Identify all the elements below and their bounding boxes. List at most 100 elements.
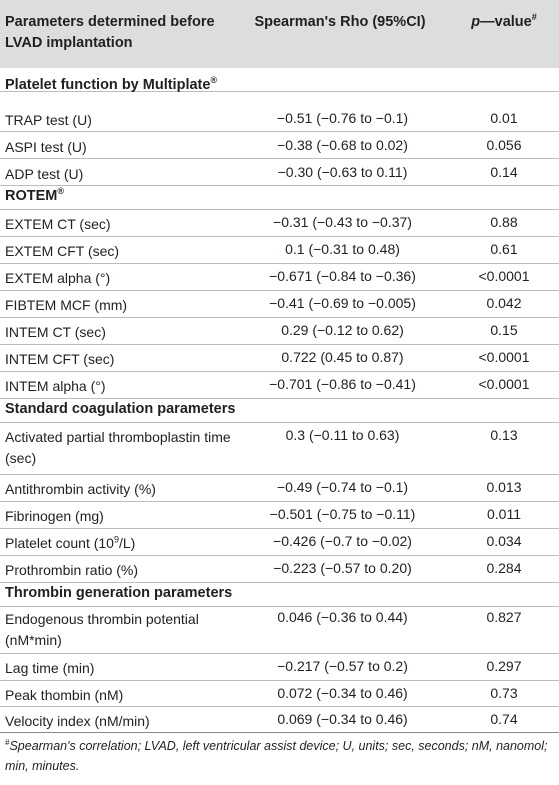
- rho-cell: −0.426 (−0.7 to −0.02): [273, 533, 412, 549]
- param-cell: ADP test (U): [5, 166, 84, 182]
- table-row: INTEM CFT (sec) 0.722 (0.45 to 0.87) <0.…: [0, 344, 559, 372]
- table-row: INTEM CT (sec) 0.29 (−0.12 to 0.62) 0.15: [0, 317, 559, 345]
- p-cell: 0.297: [486, 658, 522, 674]
- param-cell: ASPI test (U): [5, 139, 87, 155]
- p-cell: 0.01: [490, 110, 518, 126]
- section-title-text: ROTEM: [5, 188, 58, 204]
- param-text: Platelet count (10: [5, 535, 114, 551]
- param-cell: INTEM CT (sec): [5, 324, 106, 340]
- section-title: Thrombin generation parameters: [5, 585, 233, 601]
- rho-cell: −0.223 (−0.57 to 0.20): [273, 560, 412, 576]
- rho-cell: 0.1 (−0.31 to 0.48): [285, 241, 400, 257]
- param-cell: Platelet count (109/L): [5, 533, 245, 554]
- table-row: EXTEM CFT (sec) 0.1 (−0.31 to 0.48) 0.61: [0, 236, 559, 264]
- param-cell: Endogenous thrombin potential (nM*min): [5, 611, 199, 648]
- param-cell: Activated partial thromboplastin time (s…: [5, 429, 231, 466]
- section-title: Standard coagulation parameters: [5, 401, 236, 417]
- rho-cell: 0.722 (0.45 to 0.87): [281, 349, 404, 365]
- table-footnote: #Spearman's correlation; LVAD, left vent…: [5, 736, 553, 776]
- table-header: Parameters determined before LVAD implan…: [0, 0, 559, 68]
- rho-cell: −0.217 (−0.57 to 0.2): [277, 658, 408, 674]
- rho-cell: −0.49 (−0.74 to −0.1): [276, 479, 409, 495]
- section-title-text: Platelet function by Multiplate: [5, 77, 211, 93]
- table-row: EXTEM CT (sec) −0.31 (−0.43 to −0.37) 0.…: [0, 209, 559, 237]
- p-cell: 0.013: [486, 479, 522, 495]
- p-cell: <0.0001: [478, 268, 530, 284]
- param-cell: EXTEM CFT (sec): [5, 243, 120, 259]
- p-cell: 0.034: [486, 533, 522, 549]
- param-cell: FIBTEM MCF (mm): [5, 297, 128, 313]
- p-cell: 0.14: [490, 164, 518, 180]
- rho-cell: 0.29 (−0.12 to 0.62): [281, 322, 404, 338]
- table-row: Platelet count (109/L) −0.426 (−0.7 to −…: [0, 528, 559, 556]
- rho-cell: −0.671 (−0.84 to −0.36): [269, 268, 416, 284]
- section-title-sup: ®: [210, 75, 218, 86]
- p-cell: 0.88: [490, 214, 518, 230]
- section-row: Thrombin generation parameters: [0, 582, 559, 607]
- rho-cell: −0.38 (−0.68 to 0.02): [277, 137, 408, 153]
- p-cell: 0.011: [487, 506, 521, 522]
- p-cell: 0.74: [490, 711, 518, 727]
- rho-cell: 0.072 (−0.34 to 0.46): [277, 685, 408, 701]
- p-cell: <0.0001: [478, 376, 530, 392]
- p-cell: 0.284: [486, 560, 522, 576]
- rho-cell: 0.046 (−0.36 to 0.44): [277, 609, 408, 625]
- param-cell: Velocity index (nM/min): [5, 713, 150, 729]
- table-row: INTEM alpha (°) −0.701 (−0.86 to −0.41) …: [0, 371, 559, 399]
- rho-cell: 0.3 (−0.11 to 0.63): [285, 427, 400, 443]
- header-p-italic: p: [471, 14, 481, 30]
- table-row: EXTEM alpha (°) −0.671 (−0.84 to −0.36) …: [0, 263, 559, 291]
- param-cell: INTEM CFT (sec): [5, 351, 115, 367]
- header-p-value: p—value#: [452, 12, 556, 33]
- rho-cell: 0.069 (−0.34 to 0.46): [277, 711, 408, 727]
- table-row: Prothrombin ratio (%) −0.223 (−0.57 to 0…: [0, 555, 559, 583]
- p-cell: 0.15: [490, 322, 518, 338]
- table-row: Lag time (min) −0.217 (−0.57 to 0.2) 0.2…: [0, 653, 559, 681]
- table-row: Peak thombin (nM) 0.072 (−0.34 to 0.46) …: [0, 680, 559, 707]
- section-title: ROTEM®: [5, 186, 64, 204]
- rho-cell: −0.31 (−0.43 to −0.37): [273, 214, 412, 230]
- table-row: Endogenous thrombin potential (nM*min) 0…: [0, 606, 559, 654]
- footnote-text: Spearman's correlation; LVAD, left ventr…: [5, 739, 548, 773]
- rho-cell: −0.30 (−0.63 to 0.11): [277, 164, 408, 180]
- param-cell: Lag time (min): [5, 660, 95, 676]
- param-cell: EXTEM CT (sec): [5, 216, 111, 232]
- header-parameters: Parameters determined before LVAD implan…: [5, 14, 215, 51]
- param-cell: Peak thombin (nM): [5, 687, 124, 703]
- table-row: Fibrinogen (mg) −0.501 (−0.75 to −0.11) …: [0, 501, 559, 529]
- p-cell: 0.73: [490, 685, 518, 701]
- table-row: Antithrombin activity (%) −0.49 (−0.74 t…: [0, 474, 559, 502]
- section-row: Standard coagulation parameters: [0, 398, 559, 423]
- param-cell: INTEM alpha (°): [5, 378, 106, 394]
- param-sup: 9: [113, 534, 119, 545]
- section-row: ROTEM®: [0, 185, 559, 210]
- section-row: Platelet function by Multiplate®: [0, 68, 559, 93]
- header-p-sup: #: [531, 12, 537, 23]
- param-cell: Antithrombin activity (%): [5, 481, 156, 497]
- param-cell: EXTEM alpha (°): [5, 270, 111, 286]
- param-cell: TRAP test (U): [5, 112, 92, 128]
- rho-cell: −0.501 (−0.75 to −0.11): [269, 506, 416, 522]
- section-title-sup: ®: [57, 186, 64, 197]
- p-cell: <0.0001: [478, 349, 530, 365]
- table-row: Velocity index (nM/min) 0.069 (−0.34 to …: [0, 706, 559, 733]
- table-row: FIBTEM MCF (mm) −0.41 (−0.69 to −0.005) …: [0, 290, 559, 318]
- header-p-rest: —value: [480, 14, 532, 30]
- section-title: Platelet function by Multiplate®: [5, 75, 218, 93]
- param-text-post: /L): [118, 535, 136, 551]
- p-cell: 0.13: [490, 427, 518, 443]
- rho-cell: −0.701 (−0.86 to −0.41): [269, 376, 416, 392]
- table-row: TRAP test (U) −0.51 (−0.76 to −0.1) 0.01: [0, 104, 559, 132]
- table-row: ADP test (U) −0.30 (−0.63 to 0.11) 0.14: [0, 158, 559, 186]
- p-cell: 0.056: [486, 137, 522, 153]
- header-spearman-rho: Spearman's Rho (95%CI): [254, 14, 426, 30]
- p-cell: 0.042: [486, 295, 522, 311]
- rho-cell: −0.51 (−0.76 to −0.1): [276, 110, 409, 126]
- footnote-sup: #: [5, 737, 10, 747]
- param-cell: Fibrinogen (mg): [5, 508, 104, 524]
- p-cell: 0.827: [486, 609, 522, 625]
- p-cell: 0.61: [490, 241, 518, 257]
- table-row: ASPI test (U) −0.38 (−0.68 to 0.02) 0.05…: [0, 131, 559, 159]
- rho-cell: −0.41 (−0.69 to −0.005): [269, 295, 416, 311]
